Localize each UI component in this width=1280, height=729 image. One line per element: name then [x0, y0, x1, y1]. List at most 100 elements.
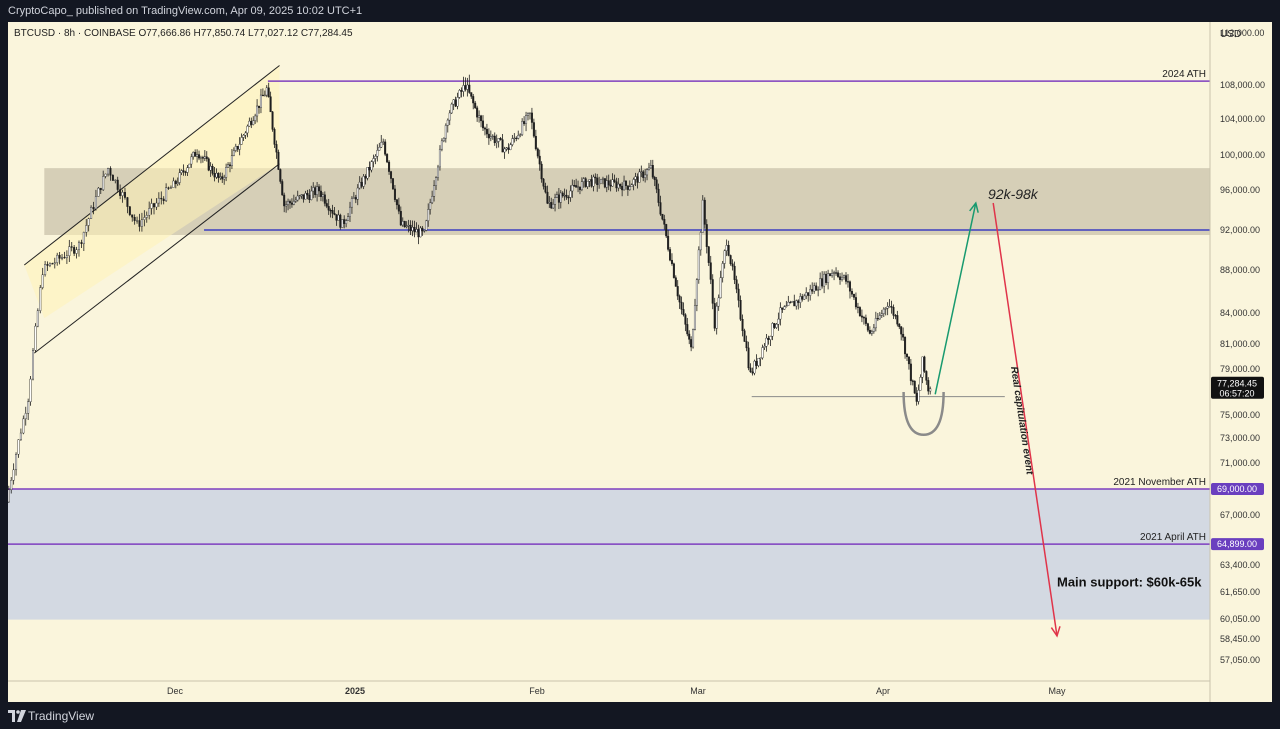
candle: [827, 273, 830, 283]
candle: [252, 120, 255, 125]
candle: [133, 216, 136, 221]
candle: [407, 224, 410, 227]
candle: [659, 202, 662, 215]
candle: [423, 230, 426, 232]
candle: [138, 220, 141, 227]
candle: [176, 182, 179, 185]
candle: [401, 221, 404, 226]
tradingview-logo-icon: [8, 710, 26, 722]
candle: [339, 214, 342, 228]
candle: [499, 138, 502, 140]
candle: [370, 161, 373, 171]
candle: [393, 188, 396, 200]
candle: [87, 218, 90, 226]
candle: [405, 225, 408, 228]
candle: [874, 318, 877, 329]
candle: [565, 194, 568, 198]
candle: [316, 186, 319, 195]
candle: [205, 156, 208, 159]
candle: [554, 197, 557, 205]
candle: [793, 301, 796, 307]
candle: [737, 288, 740, 301]
candle: [493, 135, 496, 144]
price-chart[interactable]: 2024 ATH 2021 November ATH 2021 April ATH 9…: [8, 22, 1272, 702]
candle: [880, 313, 883, 316]
x-tick-label: 2025: [345, 686, 365, 696]
candle: [888, 306, 891, 308]
candle: [699, 232, 702, 251]
candle: [148, 208, 151, 216]
candle: [244, 132, 247, 136]
candle: [61, 256, 64, 259]
candle: [902, 333, 905, 338]
candle: [470, 92, 473, 97]
candle: [563, 194, 566, 197]
candle: [397, 204, 400, 212]
candle: [263, 94, 266, 97]
candle: [632, 179, 635, 185]
candle: [680, 301, 683, 310]
candle: [123, 192, 126, 198]
chart-frame[interactable]: 2024 ATH 2021 November ATH 2021 April ATH 9…: [8, 22, 1272, 702]
candle: [327, 206, 330, 211]
candle: [815, 285, 818, 291]
candles: [8, 74, 932, 503]
candle: [785, 305, 788, 307]
candle: [411, 227, 414, 231]
candle: [655, 179, 658, 190]
candle: [70, 246, 73, 248]
candle: [58, 254, 61, 259]
candle: [803, 295, 806, 300]
candle: [153, 203, 156, 208]
candle: [611, 179, 614, 187]
candle: [569, 190, 572, 198]
candle: [415, 229, 418, 233]
candle: [801, 296, 804, 300]
candle: [290, 202, 293, 205]
candle: [797, 300, 800, 303]
candle: [636, 176, 639, 183]
candle: [82, 232, 85, 244]
candle: [356, 187, 359, 200]
candle: [601, 178, 604, 180]
candle: [749, 367, 752, 373]
candle: [831, 273, 834, 276]
level-label-3: 2021 April ATH: [1140, 532, 1206, 543]
candle: [160, 197, 163, 200]
candle: [665, 224, 668, 237]
candle: [240, 137, 243, 145]
candle: [817, 289, 820, 291]
candle: [364, 176, 367, 179]
candle: [906, 353, 909, 358]
countdown-text: 06:57:20: [1219, 389, 1254, 399]
candle: [690, 339, 693, 348]
candle: [476, 107, 479, 118]
candle: [281, 181, 284, 196]
candle: [505, 147, 508, 150]
candle: [538, 155, 541, 165]
candle: [323, 194, 326, 204]
candle: [302, 194, 305, 200]
candle: [900, 326, 903, 335]
green-arrow-head: [969, 201, 979, 213]
candle: [157, 197, 160, 204]
red-arrow: [992, 202, 1058, 636]
candle: [909, 363, 912, 381]
candle: [829, 273, 832, 276]
candle: [248, 120, 251, 127]
candle: [647, 167, 650, 170]
candle: [259, 94, 262, 108]
candle: [232, 150, 235, 156]
candle: [388, 161, 391, 172]
tradingview-footer: TradingView: [0, 703, 1280, 729]
candle: [823, 273, 826, 287]
candle: [528, 112, 531, 114]
candle: [236, 146, 239, 150]
y-tick-label: 84,000.00: [1220, 308, 1260, 318]
candle: [36, 310, 39, 327]
candle: [745, 341, 748, 349]
candle: [277, 151, 280, 170]
candle: [15, 454, 18, 471]
candle: [860, 315, 863, 318]
candle: [530, 112, 533, 123]
